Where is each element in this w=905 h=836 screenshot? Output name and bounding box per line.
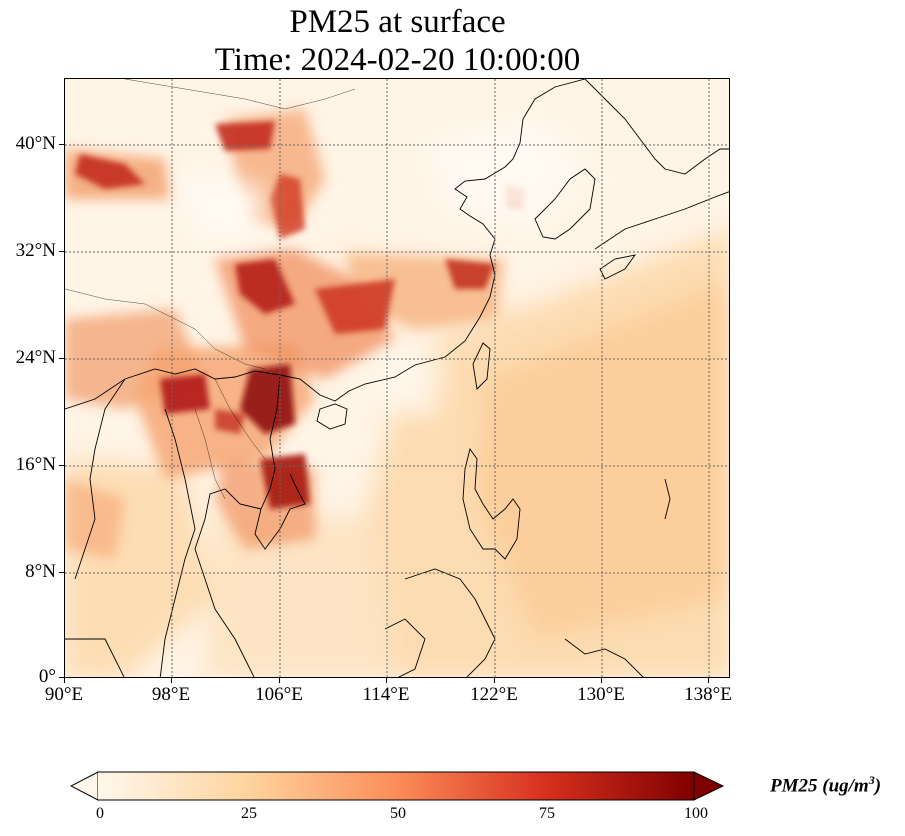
colorbar-max-extend (693, 771, 725, 801)
map-title: PM25 at surface (289, 4, 506, 40)
colorbar-tick-label: 75 (539, 805, 555, 822)
colorbar-label: PM25 (ug/m3) (770, 773, 881, 797)
colorbar (69, 771, 726, 806)
lat-tick-mark (59, 677, 64, 678)
lon-tick-mark (494, 678, 495, 683)
colorbar-label-exponent: 3 (868, 773, 875, 787)
country-borders (65, 79, 356, 500)
lat-tick-label: 16°N (15, 454, 56, 475)
lon-tick-label: 130°E (577, 684, 625, 705)
lon-tick-mark (386, 678, 387, 683)
coastlines (65, 79, 729, 677)
lat-tick-label: 32°N (15, 240, 56, 261)
colorbar-label-text: PM25 (ug/m (770, 775, 869, 797)
lat-tick-label: 40°N (15, 133, 56, 154)
colorbar-tick-label: 0 (96, 805, 104, 822)
lon-tick-label: 122°E (470, 684, 518, 705)
colorbar-tick-label: 100 (684, 805, 708, 822)
map-panel (64, 78, 730, 678)
colorbar-label-close: ) (874, 775, 882, 797)
lon-tick-mark (601, 678, 602, 683)
colorbar-gradient (98, 772, 694, 800)
map-timestamp: Time: 2024-02-20 10:00:00 (214, 42, 581, 78)
pm25-clean-areas (180, 119, 585, 419)
lon-tick-mark (171, 678, 172, 683)
gridlines (65, 79, 729, 677)
lon-tick-mark (64, 678, 65, 683)
lat-tick-label: 8°N (25, 561, 56, 582)
lon-tick-label: 98°E (151, 684, 191, 705)
lon-tick-label: 90°E (44, 684, 84, 705)
lat-tick-mark (59, 251, 64, 252)
colorbar-bar (69, 771, 725, 801)
lat-tick-label: 24°N (15, 347, 56, 368)
lat-tick-mark (59, 465, 64, 466)
lon-tick-mark (279, 678, 280, 683)
pm25-field-map (65, 79, 729, 677)
lon-tick-label: 106°E (255, 684, 303, 705)
lat-tick-label: 0° (38, 666, 56, 687)
colorbar-tick-label: 25 (241, 805, 257, 822)
colorbar-tick-label: 50 (390, 805, 406, 822)
lat-tick-mark (59, 144, 64, 145)
lat-tick-mark (59, 572, 64, 573)
lon-tick-mark (708, 678, 709, 683)
colorbar-min-extend (69, 771, 99, 801)
lon-tick-label: 138°E (684, 684, 732, 705)
lat-tick-mark (59, 358, 64, 359)
lon-tick-label: 114°E (362, 684, 410, 705)
